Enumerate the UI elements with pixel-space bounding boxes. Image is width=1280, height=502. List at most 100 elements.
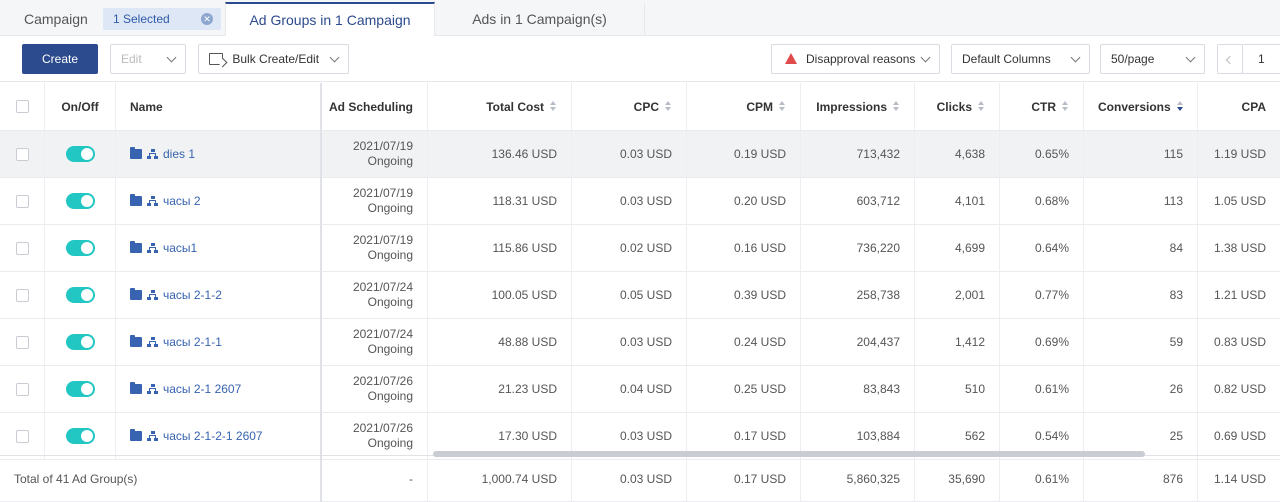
table-row[interactable]: dies 1 2021/07/19 Ongoing 136.46 USD 0.03 US… [0,131,1280,178]
tab-campaign[interactable]: Campaign [0,3,225,36]
row-total-cost: 100.05 USD [428,272,572,318]
page-number: 1 [1258,52,1265,66]
select-all-checkbox[interactable] [15,100,29,113]
row-cpc: 0.03 USD [572,131,687,177]
ad-group-name: часы 2-1-2 [163,288,222,302]
header-cpm-label: CPM [746,99,773,114]
hierarchy-icon [147,431,158,441]
ad-group-link[interactable]: часы 2 [130,194,201,208]
header-cpc[interactable]: CPC [572,83,687,130]
folder-icon [130,241,142,253]
header-conversions[interactable]: Conversions [1084,83,1198,130]
ad-group-link[interactable]: часы 2-1 2607 [130,382,241,396]
row-cpa: 0.83 USD [1213,335,1266,349]
folder-icon [130,382,142,394]
row-select-cell [0,366,45,412]
row-clicks: 510 [915,366,1000,412]
prev-page-button[interactable] [1217,44,1243,74]
status-toggle[interactable] [65,428,95,444]
row-scheduling: 2021/07/24 Ongoing [321,272,428,318]
header-cpm[interactable]: CPM [687,83,801,130]
row-name-cell: часы 2-1 2607 [116,366,321,412]
row-scheduling: 2021/07/19 Ongoing [321,131,428,177]
tab-ads[interactable]: Ads in 1 Campaign(s) [435,3,645,36]
row-checkbox[interactable] [15,241,29,255]
schedule-status: Ongoing [367,436,413,450]
total-clicks: 35,690 [915,456,1000,501]
total-ctr: 0.61% [1000,456,1084,501]
horizontal-scrollbar[interactable] [433,451,1145,457]
row-checkbox[interactable] [15,429,29,443]
selected-chip[interactable]: 1 Selected ✕ [103,8,221,30]
total-label: Total of 41 Ad Group(s) [0,456,321,501]
columns-select[interactable]: Default Columns [951,44,1090,74]
page-size-select[interactable]: 50/page [1100,44,1205,74]
hierarchy-icon [147,384,158,394]
row-checkbox[interactable] [15,288,29,302]
sort-icon[interactable] [779,101,786,112]
row-cpc: 0.05 USD [572,272,687,318]
header-clicks[interactable]: Clicks [915,83,1000,130]
sort-icon[interactable] [550,101,557,112]
row-checkbox[interactable] [15,382,29,396]
ad-group-link[interactable]: часы 2-1-2-1 2607 [130,429,263,443]
status-toggle[interactable] [65,193,95,209]
header-ctr[interactable]: CTR [1000,83,1084,130]
row-cpa: 1.21 USD [1213,288,1266,302]
status-toggle[interactable] [65,287,95,303]
row-name-cell: часы 2-1-2 [116,272,321,318]
row-checkbox[interactable] [15,147,29,161]
table-row[interactable]: часы 2-1 2607 2021/07/26 Ongoing 21.23 USD 0… [0,366,1280,413]
disapproval-reasons-dropdown[interactable]: Disapproval reasons [771,44,940,82]
create-button[interactable]: Create [22,44,98,74]
row-ctr: 0.69% [1000,319,1084,365]
status-toggle[interactable] [65,240,95,256]
ad-group-link[interactable]: часы 2-1-2 [130,288,222,302]
disapproval-label: Disapproval reasons [806,52,916,66]
page-size-label: 50/page [1111,52,1155,66]
status-toggle[interactable] [65,334,95,350]
ad-group-link[interactable]: dies 1 [130,147,195,161]
total-cpc: 0.03 USD [572,456,687,501]
schedule-date: 2021/07/19 [352,139,413,153]
row-cpc: 0.03 USD [572,319,687,365]
tab-ad-groups[interactable]: Ad Groups in 1 Campaign [225,2,435,36]
chevron-down-icon [920,52,931,63]
ad-group-link[interactable]: часы1 [130,241,197,255]
edit-dropdown[interactable]: Edit [110,44,186,74]
total-cpm: 0.17 USD [687,456,801,501]
table-row[interactable]: часы 2-1-1 2021/07/24 Ongoing 48.88 USD 0.03… [0,319,1280,366]
ad-group-link[interactable]: часы 2-1-1 [130,335,222,349]
row-total-cost: 136.46 USD [428,131,572,177]
row-checkbox[interactable] [15,335,29,349]
table-row[interactable]: часы 2 2021/07/19 Ongoing 118.31 USD 0.03 US… [0,178,1280,225]
row-scheduling: 2021/07/19 Ongoing [321,225,428,271]
table-row[interactable]: часы1 2021/07/19 Ongoing 115.86 USD 0.02 USD… [0,225,1280,272]
table-row[interactable]: часы 2-1-2-1 2607 2021/07/26 Ongoing 17.30 … [0,413,1280,460]
header-impressions[interactable]: Impressions [801,83,915,130]
row-checkbox[interactable] [15,194,29,208]
row-clicks: 1,412 [915,319,1000,365]
status-toggle[interactable] [65,146,95,162]
sort-icon[interactable] [665,101,672,112]
row-cpa: 1.38 USD [1213,241,1266,255]
header-cpa[interactable]: CPA [1198,83,1280,130]
row-scheduling: 2021/07/19 Ongoing [321,178,428,224]
bulk-edit-icon [209,53,223,65]
sort-icon[interactable] [1062,101,1069,112]
bulk-create-edit-dropdown[interactable]: Bulk Create/Edit [198,44,349,74]
header-total-cost[interactable]: Total Cost [428,83,572,130]
bulk-dropdown-label: Bulk Create/Edit [232,52,320,66]
row-cpc: 0.02 USD [572,225,687,271]
header-ctr-label: CTR [1031,99,1056,114]
table-row[interactable]: часы 2-1-2 2021/07/24 Ongoing 100.05 USD 0.0… [0,272,1280,319]
sort-icon[interactable] [893,101,900,112]
status-toggle[interactable] [65,381,95,397]
page-number-input[interactable]: 1 [1242,44,1280,74]
schedule-status: Ongoing [367,295,413,309]
sort-icon[interactable] [978,101,985,112]
close-icon[interactable]: ✕ [201,13,213,25]
row-conversions: 115 [1084,131,1198,177]
row-scheduling: 2021/07/24 Ongoing [321,319,428,365]
sort-desc-icon[interactable] [1176,101,1183,112]
